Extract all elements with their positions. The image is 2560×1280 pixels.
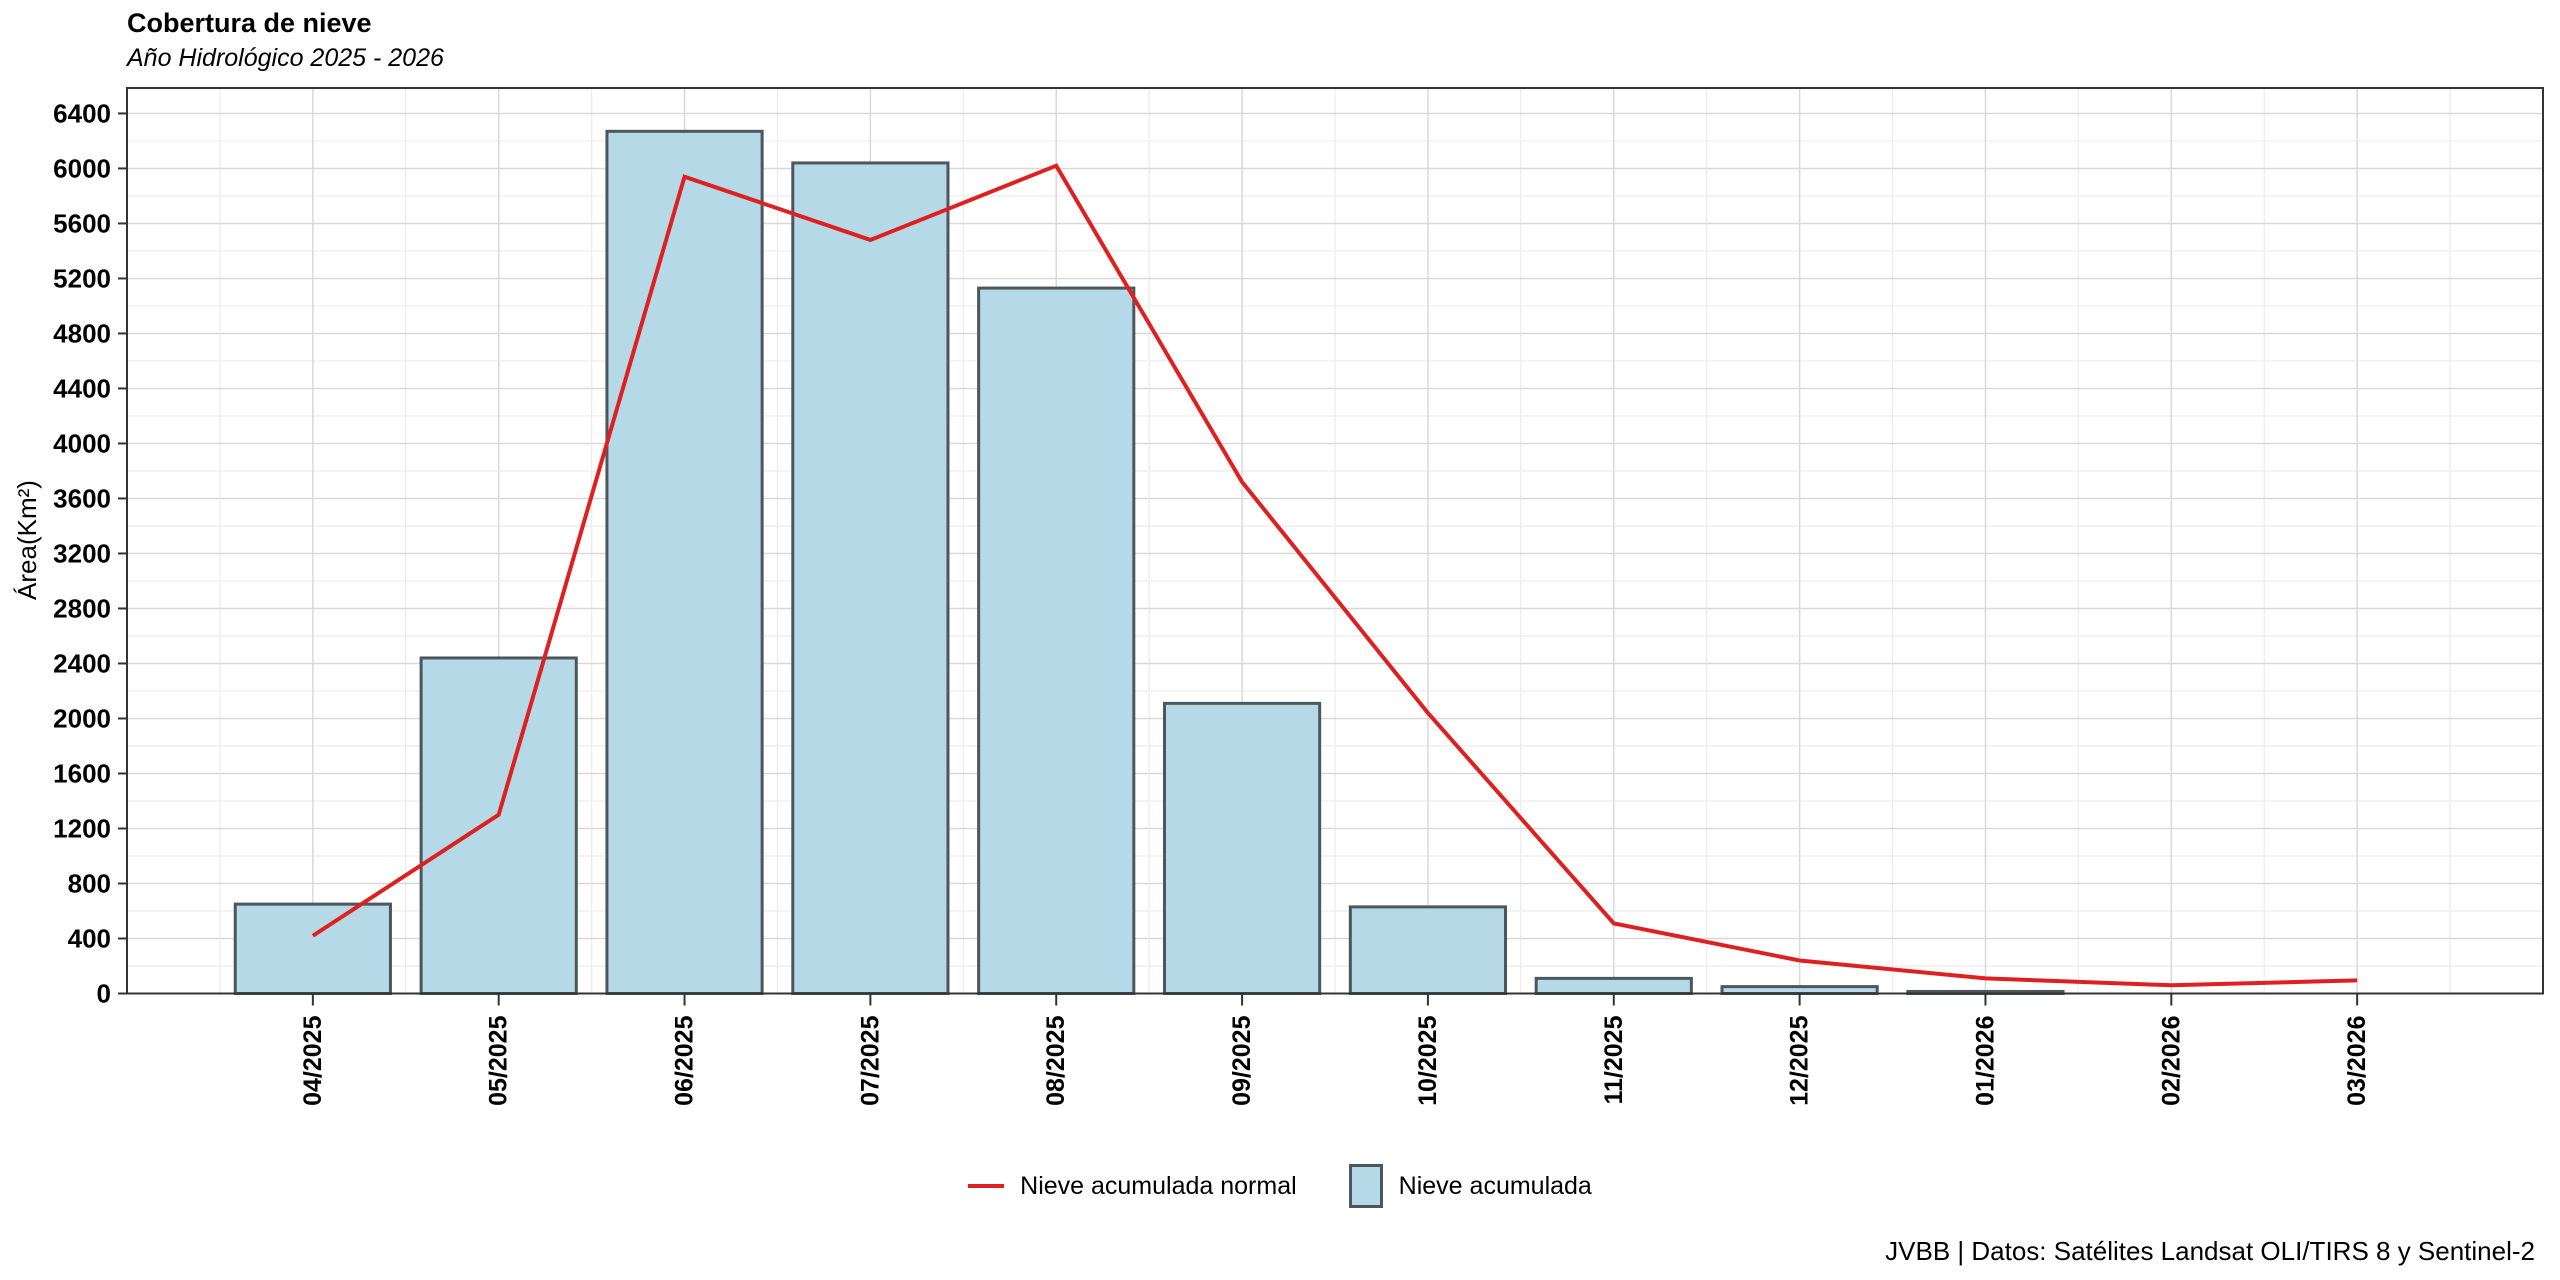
chart-panel-border <box>126 87 2544 995</box>
y-tick-label: 400 <box>68 923 111 953</box>
bar-11/2025 <box>1534 976 1693 996</box>
bar-04/2025 <box>233 902 392 996</box>
bar-09/2025 <box>1162 701 1322 995</box>
x-tick-label: 02/2026 <box>2157 1016 2185 1106</box>
x-tick-label: 03/2026 <box>2343 1016 2371 1106</box>
y-tick-label: 800 <box>68 868 111 898</box>
y-tick-label: 4000 <box>53 428 111 458</box>
legend-bar-label: Nieve acumulada <box>1398 1171 1592 1200</box>
y-tick-label: 3200 <box>53 538 111 568</box>
x-tick-label: 05/2025 <box>485 1015 513 1105</box>
snow-cover-chart: 0 400 800 1200 1600 2000 2400 2800 3200 3600 4000 4… <box>12 87 2544 1106</box>
axes: 0 400 800 1200 1600 2000 2400 2800 3200 3600 4000 4… <box>53 98 2371 1105</box>
normal-snow-line <box>311 163 2358 988</box>
legend-item-normal-line: Nieve acumulada normal <box>968 1172 1297 1201</box>
bars-series <box>233 129 2065 996</box>
y-tick-label: 4400 <box>53 373 111 403</box>
x-tick-label: 09/2025 <box>1228 1015 1256 1105</box>
bar-08/2025 <box>977 286 1136 996</box>
y-tick-label: 5200 <box>53 263 111 293</box>
x-tick-label: 08/2025 <box>1042 1015 1070 1105</box>
chart-legend: Nieve acumulada normal Nieve acumulada <box>0 1164 2560 1208</box>
y-tick-label: 0 <box>97 979 111 1009</box>
bar-07/2025 <box>791 161 950 995</box>
x-tick-label: 01/2026 <box>1971 1016 1999 1106</box>
bar-10/2025 <box>1348 905 1508 995</box>
y-tick-label: 2400 <box>53 648 111 678</box>
x-tick-label: 12/2025 <box>1786 1015 1814 1105</box>
y-tick-label: 3600 <box>53 483 111 513</box>
y-tick-label: 6400 <box>53 98 111 128</box>
legend-line-swatch <box>968 1184 1005 1188</box>
bar-06/2025 <box>605 129 764 995</box>
legend-box-swatch <box>1348 1164 1383 1208</box>
chart-caption: JVBB | Datos: Satélites Landsat OLI/TIRS… <box>1885 1236 2535 1266</box>
x-tick-label: 11/2025 <box>1600 1015 1628 1104</box>
legend-item-accumulated: Nieve acumulada <box>1348 1164 1592 1208</box>
page-subtitle: Año Hidrológico 2025 - 2026 <box>127 44 444 72</box>
x-tick-label: 07/2025 <box>856 1015 884 1105</box>
y-tick-label: 1600 <box>53 758 111 788</box>
y-axis-title: Área(Km²) <box>12 480 42 600</box>
y-tick-label: 5600 <box>53 208 111 238</box>
y-tick-label: 1200 <box>53 813 111 843</box>
bar-05/2025 <box>419 656 578 996</box>
x-tick-label: 04/2025 <box>299 1015 327 1105</box>
x-tick-label: 10/2025 <box>1414 1015 1442 1105</box>
legend-line-label: Nieve acumulada normal <box>1020 1171 1297 1200</box>
page-title: Cobertura de nieve <box>127 8 372 38</box>
x-tick-label: 06/2025 <box>671 1015 699 1105</box>
y-tick-label: 4800 <box>53 318 111 348</box>
y-tick-label: 2000 <box>53 703 111 733</box>
y-tick-label: 2800 <box>53 593 111 623</box>
bar-12/2025 <box>1720 985 1879 995</box>
y-tick-label: 6000 <box>53 153 111 183</box>
